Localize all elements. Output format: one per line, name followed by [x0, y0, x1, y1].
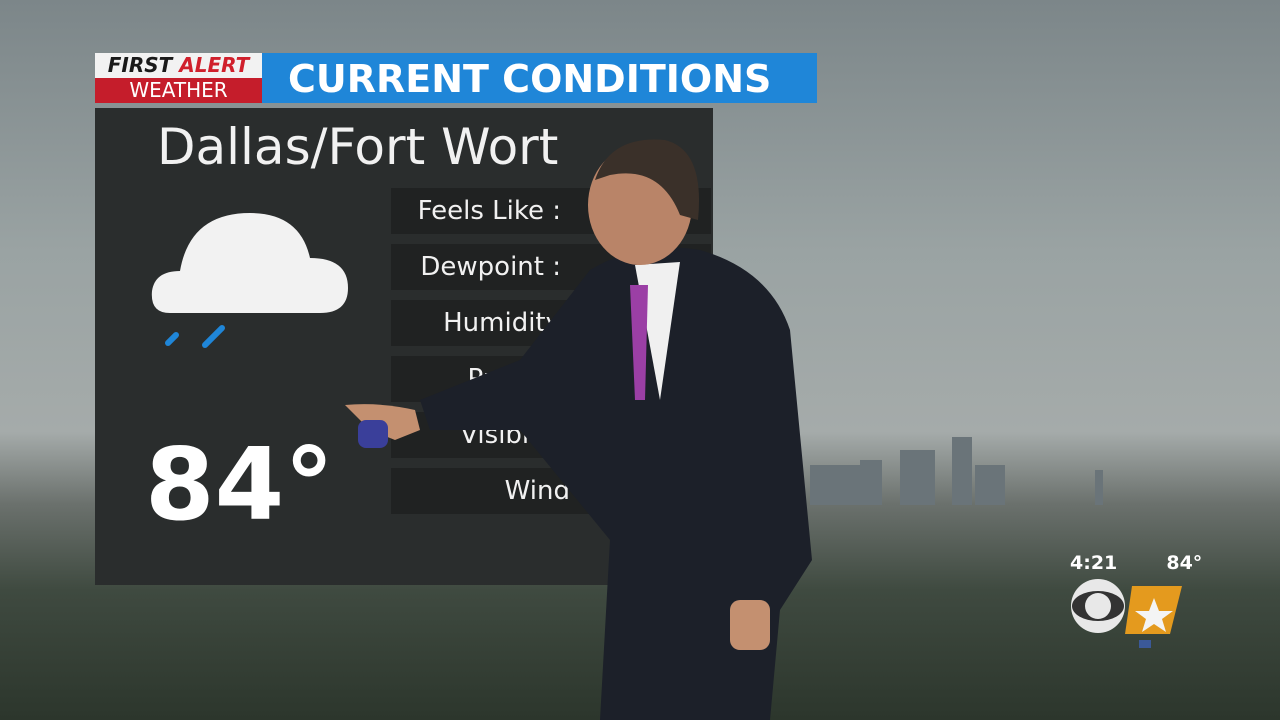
- first-alert-weather-logo: FIRST ALERT WEATHER: [95, 53, 262, 103]
- station-temperature: 84°: [1166, 552, 1203, 574]
- cloud-rain-icon: [151, 213, 348, 348]
- bug-weather: WEATHER: [95, 78, 262, 103]
- clock-time: 4:21: [1070, 552, 1118, 574]
- bug-first: FIRST: [107, 53, 173, 77]
- city-name: Dallas/Fort Wort: [157, 118, 559, 176]
- page-title: CURRENT CONDITIONS: [262, 53, 817, 103]
- facebook-icon: [1139, 640, 1151, 648]
- current-temperature: 84°: [145, 426, 335, 543]
- bug-alert: ALERT: [179, 53, 250, 77]
- cbs-11-logo: [1071, 579, 1182, 648]
- station-logo: 4:21 84°: [1070, 552, 1202, 648]
